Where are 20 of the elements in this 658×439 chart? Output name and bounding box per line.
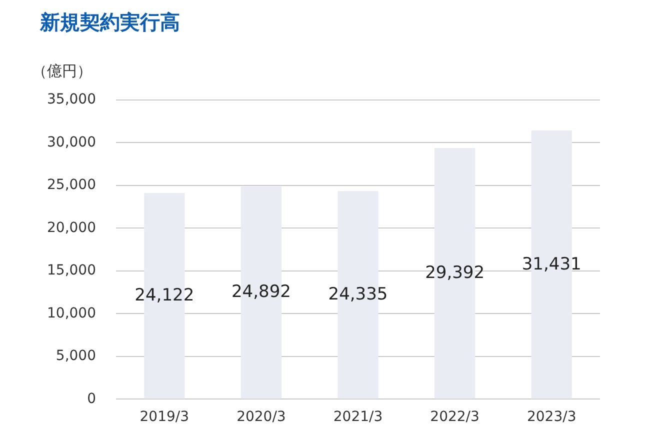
data-label: 31,431 <box>522 254 582 274</box>
x-tick-label: 2022/3 <box>430 409 480 426</box>
y-tick-label: 5,000 <box>56 348 96 364</box>
y-tick-label: 0 <box>87 390 96 407</box>
y-tick-label: 30,000 <box>47 134 96 150</box>
y-tick-label: 15,000 <box>47 262 96 279</box>
data-label: 24,335 <box>328 284 388 305</box>
y-tick-label: 25,000 <box>47 177 96 194</box>
data-label: 24,122 <box>134 286 194 306</box>
data-label: 24,892 <box>231 282 291 302</box>
y-axis-title: （億円） <box>32 62 92 80</box>
x-tick-label: 2021/3 <box>333 409 383 426</box>
x-tick-label: 2019/3 <box>140 409 190 426</box>
y-tick-label: 35,000 <box>47 92 96 108</box>
x-tick-label: 2020/3 <box>236 409 286 426</box>
chart-title: 新規契約実行高 <box>39 10 180 34</box>
y-tick-label: 20,000 <box>47 220 96 236</box>
data-label: 29,392 <box>425 262 485 283</box>
x-tick-label: 2023/3 <box>526 409 576 426</box>
y-tick-label: 10,000 <box>47 305 96 322</box>
